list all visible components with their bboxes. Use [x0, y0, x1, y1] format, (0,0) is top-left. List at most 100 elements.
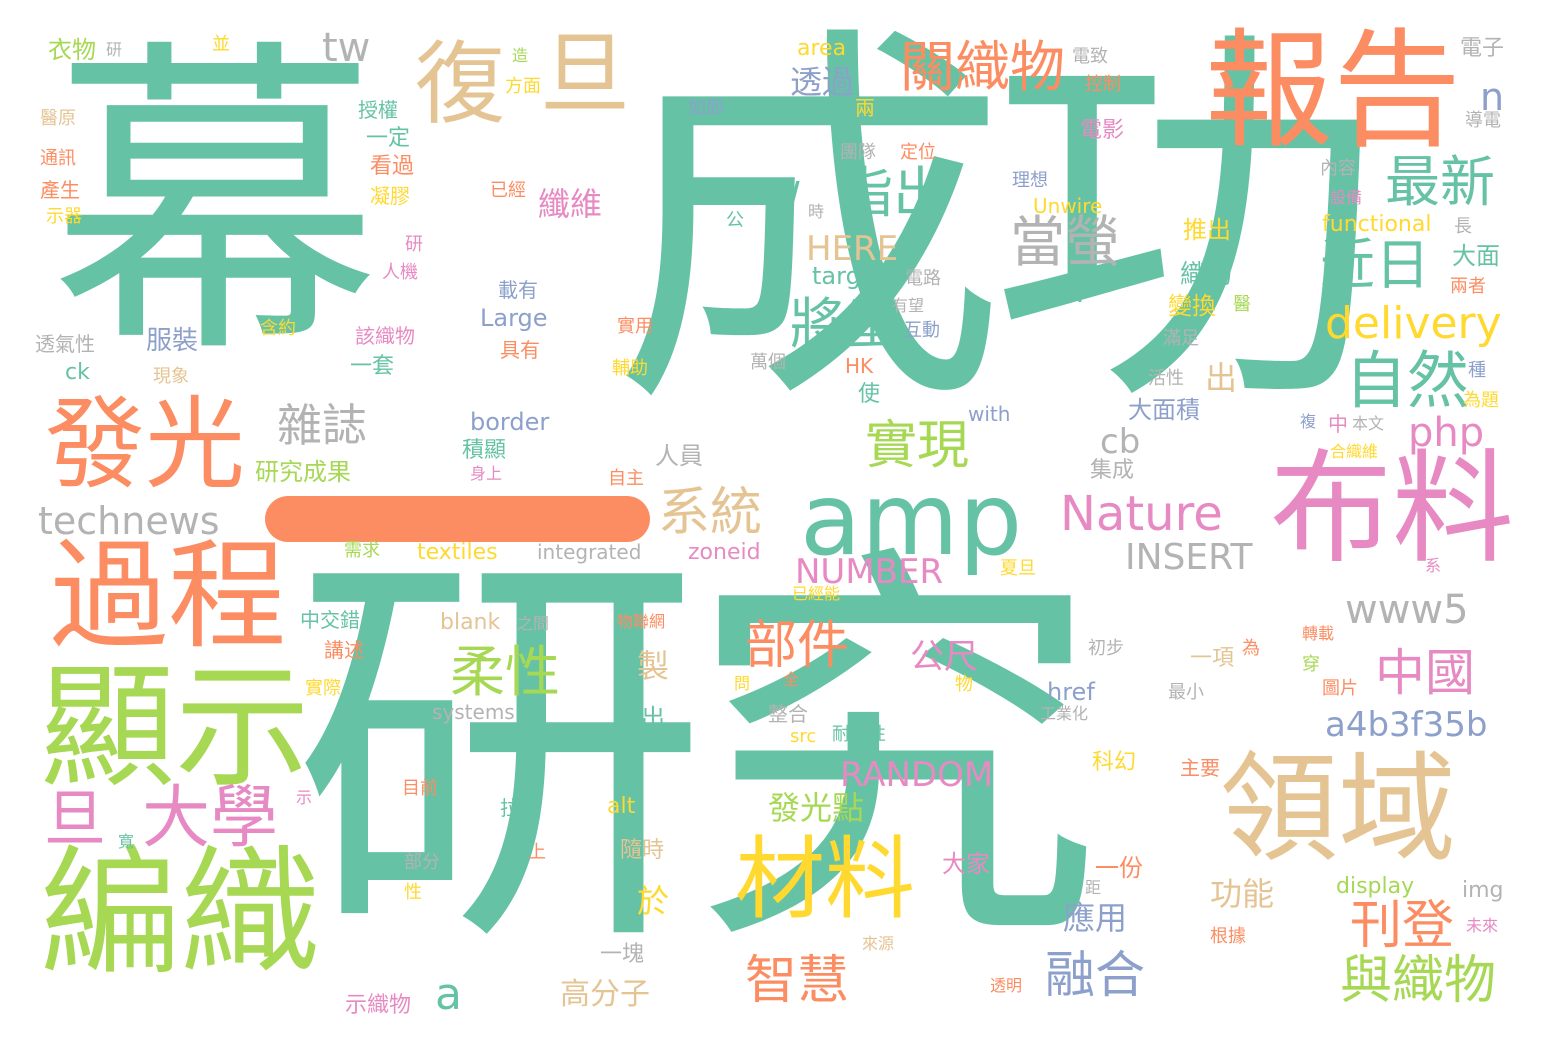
- word: 性: [404, 882, 422, 903]
- word: amp: [800, 461, 1023, 578]
- word: 主要: [1180, 756, 1220, 780]
- word: 問: [734, 674, 751, 693]
- word: 上: [528, 842, 546, 863]
- word: 積顯: [462, 438, 507, 463]
- word: display: [1336, 874, 1415, 899]
- word: 大面: [1452, 242, 1500, 270]
- word: 未來: [1466, 916, 1499, 935]
- word: 看過: [370, 154, 415, 179]
- word: 互動: [904, 320, 940, 341]
- word: 幕: [50, 13, 380, 397]
- word: 電影: [1080, 118, 1125, 143]
- word: 目前: [402, 778, 438, 799]
- word: 隨時: [620, 838, 665, 863]
- word: 布料: [1270, 438, 1514, 580]
- word: 示器: [46, 206, 82, 227]
- word: 定位: [900, 142, 936, 163]
- word: 示織物: [345, 993, 412, 1018]
- word: 研究成果: [255, 458, 351, 486]
- word: 穿: [1302, 654, 1320, 675]
- word: 滿足: [1163, 328, 1199, 349]
- word: 透過: [790, 63, 855, 101]
- word: 理想: [1012, 170, 1048, 191]
- word: 複: [1300, 412, 1317, 431]
- word: 設備: [1330, 188, 1363, 207]
- word: 織物: [1180, 260, 1233, 290]
- word: 轉載: [1302, 624, 1335, 643]
- word: 實現: [865, 416, 970, 476]
- word: 電路: [905, 268, 941, 289]
- word: 部分: [404, 852, 440, 873]
- word: 將螢: [790, 292, 901, 356]
- dash-mark: [265, 496, 650, 542]
- word: n: [1480, 75, 1505, 119]
- word: 載有: [498, 278, 538, 302]
- word: src: [790, 726, 817, 747]
- word: 已經能: [792, 584, 841, 603]
- word: 系統: [658, 483, 763, 543]
- word: 研: [405, 234, 423, 255]
- word: 兩者: [1450, 276, 1486, 297]
- word: www: [708, 167, 802, 211]
- word: 公尺: [910, 637, 978, 677]
- word: 大家: [942, 850, 990, 878]
- word: 發光: [45, 386, 245, 503]
- word: 透明: [990, 976, 1023, 995]
- word: 萬個: [750, 352, 786, 373]
- word: img: [1462, 878, 1504, 903]
- word: 需求: [344, 540, 380, 561]
- word: 研: [106, 40, 123, 59]
- word: 一套: [350, 354, 395, 379]
- word: 電子: [1460, 36, 1505, 61]
- word: 輔助: [612, 358, 648, 379]
- word: 講述: [324, 638, 364, 662]
- word: 顯示: [40, 649, 310, 806]
- word: 通訊: [40, 148, 76, 169]
- word: 初步: [1088, 638, 1124, 659]
- word: 時: [808, 202, 825, 221]
- word: 成功: [612, 0, 1384, 455]
- word: 整合: [768, 702, 808, 726]
- word: 中國: [1375, 644, 1475, 702]
- word: 示: [296, 788, 313, 807]
- word: 旦: [44, 782, 107, 855]
- word: 內容: [1320, 158, 1356, 179]
- word: ck: [65, 360, 90, 385]
- word: 團隊: [840, 142, 876, 163]
- word: 系: [1425, 556, 1442, 575]
- word: 控制: [1085, 74, 1121, 95]
- word: HERE: [806, 229, 899, 269]
- word: Large: [480, 304, 548, 332]
- word: 出: [1205, 359, 1238, 397]
- word: 寬: [118, 832, 135, 851]
- word: 透氣性: [35, 332, 95, 356]
- word: Unwire: [1033, 194, 1103, 218]
- word: 具有: [500, 338, 540, 362]
- word: area: [797, 36, 847, 61]
- word: 長: [1454, 216, 1472, 237]
- word: 現象: [153, 366, 189, 387]
- word: blank: [440, 610, 501, 635]
- word: textiles: [417, 540, 498, 565]
- word: 當螢: [1010, 210, 1121, 274]
- word: 之間: [517, 614, 550, 633]
- word: RANDOM: [840, 755, 994, 795]
- word: a: [435, 969, 462, 1020]
- word: 關織物: [900, 35, 1066, 99]
- word: HK: [845, 354, 874, 378]
- word: 刊登: [1350, 896, 1455, 956]
- word: INSERT: [1125, 537, 1253, 578]
- word: 編織: [40, 833, 321, 996]
- word: 使: [858, 382, 881, 407]
- word: 與織物: [1340, 951, 1497, 1011]
- word: avw: [1037, 280, 1086, 308]
- word: 製: [637, 647, 670, 685]
- word: 圖片: [1322, 678, 1358, 699]
- word: 活性: [1148, 368, 1184, 389]
- word: 物: [955, 674, 973, 695]
- word: 造: [512, 46, 529, 65]
- word: 材料: [735, 827, 915, 932]
- word: 並: [212, 34, 230, 55]
- word: zoneid: [688, 540, 761, 565]
- word: 來源: [862, 934, 895, 953]
